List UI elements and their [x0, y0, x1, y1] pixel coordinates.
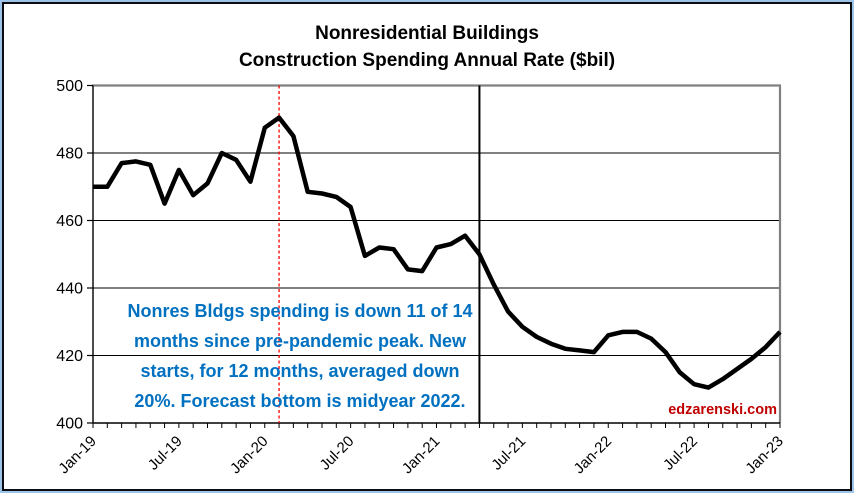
spending-line-series — [93, 115, 782, 390]
y-tick-label-440: 440 — [56, 281, 83, 298]
annotation-line-1: Nonres Bldgs spending is down 11 of 14 — [127, 301, 473, 321]
annotation-line-4: 20%. Forecast bottom is midyear 2022. — [134, 391, 466, 411]
y-tick-label-500: 500 — [56, 78, 83, 95]
y-tick-label-480: 480 — [56, 146, 83, 163]
annotation-text: Nonres Bldgs spending is down 11 of 14 m… — [95, 296, 505, 416]
x-tick-label-Jul-21: Jul-21 — [488, 433, 529, 474]
chart-title-line1: Nonresidential Buildings — [315, 23, 539, 44]
x-tick-label-Jan-22: Jan-22 — [571, 433, 615, 477]
y-tick-label-400: 400 — [56, 416, 83, 433]
annotation-line-2: months since pre-pandemic peak. New — [133, 331, 467, 351]
x-tick-label-Jan-20: Jan-20 — [227, 433, 271, 477]
x-tick-label-Jul-22: Jul-22 — [660, 433, 701, 474]
x-tick-label-Jan-19: Jan-19 — [55, 433, 99, 477]
annotation-line-3: starts, for 12 months, averaged down — [140, 361, 460, 381]
chart-title: Nonresidential Buildings Construction Sp… — [0, 20, 854, 74]
y-tick-label-460: 460 — [56, 213, 83, 230]
x-tick-label-Jul-19: Jul-19 — [145, 433, 186, 474]
x-tick-label-Jan-23: Jan-23 — [742, 433, 786, 477]
chart-title-line2: Construction Spending Annual Rate ($bil) — [238, 50, 616, 71]
x-tick-label-Jul-20: Jul-20 — [317, 433, 358, 474]
x-tick-label-Jan-21: Jan-21 — [399, 433, 443, 477]
watermark-text: edzarenski.com — [668, 402, 777, 418]
y-tick-label-420: 420 — [56, 348, 83, 365]
